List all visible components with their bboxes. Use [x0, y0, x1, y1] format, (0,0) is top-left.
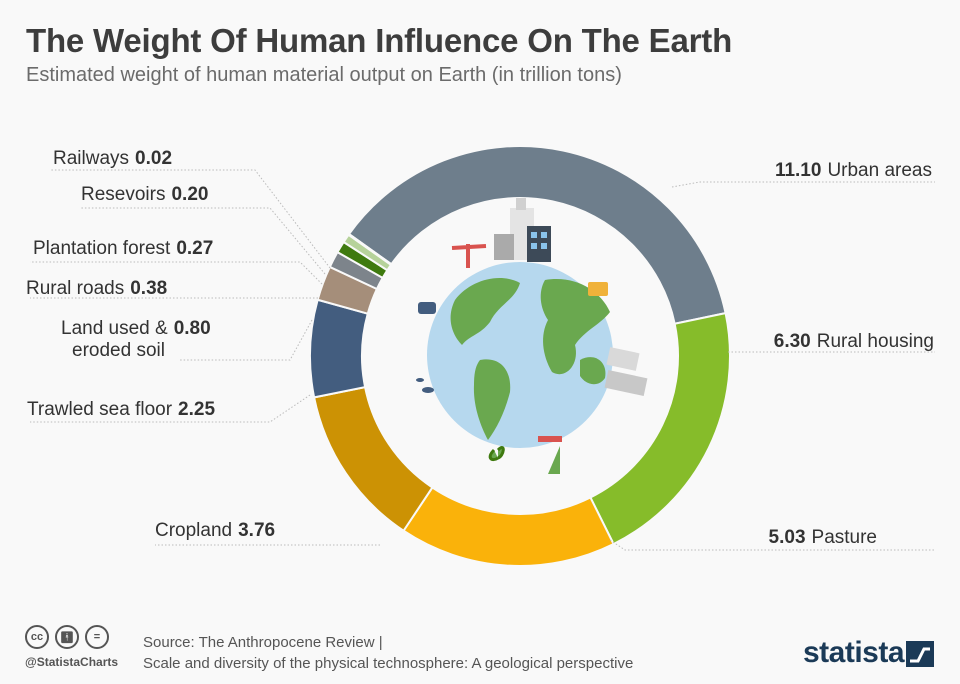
label-urban-name: Urban areas	[827, 160, 932, 181]
source-line-1: Source: The Anthropocene Review |	[143, 634, 383, 651]
license-icons: cc 🚹︎ =	[25, 625, 109, 649]
no-derivatives-icon: =	[85, 625, 109, 649]
building-dark	[527, 226, 551, 262]
crane-icon	[451, 244, 487, 268]
slice-pasture	[402, 486, 615, 567]
statista-logo-mark	[906, 641, 934, 667]
source-note: Source: The Anthropocene Review | Scale …	[143, 632, 633, 674]
label-rural-roads-value: 0.38	[130, 278, 167, 299]
car-icon	[418, 302, 436, 314]
label-rural-roads-name: Rural roads	[26, 278, 124, 299]
source-line-2: Scale and diversity of the physical tech…	[143, 655, 634, 672]
fish-icon	[422, 387, 434, 393]
label-land-used-line2: eroded soil	[72, 340, 165, 361]
building-spire	[516, 198, 526, 210]
label-railways-name: Railways	[53, 148, 129, 169]
excavator-icon	[588, 282, 608, 296]
label-rural-housing-value: 6.30	[774, 331, 811, 352]
globe-illustration	[416, 198, 648, 474]
label-pasture: 5.03 Pasture	[769, 527, 877, 548]
label-pasture-value: 5.03	[769, 527, 806, 548]
label-cropland: Cropland 3.76	[155, 520, 275, 541]
label-trawled-sea-floor: Trawled sea floor 2.25	[27, 399, 215, 420]
donut-slices	[309, 145, 731, 567]
label-cropland-name: Cropland	[155, 520, 232, 541]
slice-urban-areas	[347, 145, 727, 325]
label-trawled-name: Trawled sea floor	[27, 399, 173, 420]
building-right-1	[606, 347, 640, 371]
slice-cropland	[312, 385, 434, 533]
globe-land-east	[580, 357, 606, 385]
label-rural-housing-name: Rural housing	[817, 331, 934, 352]
label-pasture-name: Pasture	[812, 527, 877, 548]
globe-land-north-america	[450, 278, 520, 345]
label-plantation-forest: Plantation forest 0.27	[33, 238, 213, 259]
building-small	[494, 234, 514, 260]
label-railways-value: 0.02	[135, 148, 172, 169]
label-resevoirs: Resevoirs 0.20	[81, 184, 208, 205]
chart-title: The Weight Of Human Influence On The Ear…	[26, 22, 733, 59]
building-right-2	[604, 370, 648, 396]
plant-icon	[488, 446, 505, 462]
label-plantation-value: 0.27	[176, 238, 213, 259]
sailboat-icon	[548, 446, 560, 474]
label-trawled-value: 2.25	[178, 399, 215, 420]
chart-subtitle: Estimated weight of human material outpu…	[26, 64, 622, 86]
label-urban-value: 11.10	[775, 160, 822, 181]
label-resevoirs-value: 0.20	[171, 184, 208, 205]
label-plantation-name: Plantation forest	[33, 238, 171, 259]
globe-land-south-america	[473, 359, 511, 440]
label-land-used-line1: Land used & 0.80	[61, 318, 211, 339]
label-cropland-value: 3.76	[238, 520, 275, 541]
slice-railways	[347, 232, 393, 267]
slice-trawled-sea-floor	[309, 298, 370, 399]
globe-land-africa-europe	[540, 279, 610, 375]
label-land-used-name-1: Land used &	[61, 318, 168, 339]
statista-logo: statista	[803, 636, 905, 669]
label-urban-areas: 11.10 Urban areas	[775, 160, 932, 181]
label-rural-housing: 6.30 Rural housing	[774, 331, 934, 352]
label-resevoirs-name: Resevoirs	[81, 184, 165, 205]
social-handle: @StatistaCharts	[25, 655, 119, 669]
attribution-icon: 🚹︎	[55, 625, 79, 649]
creative-commons-icon: cc	[25, 625, 49, 649]
leader-lines	[30, 169, 935, 551]
label-rural-roads: Rural roads 0.38	[26, 278, 167, 299]
label-land-used-value: 0.80	[174, 318, 211, 339]
label-railways: Railways 0.02	[53, 148, 172, 169]
